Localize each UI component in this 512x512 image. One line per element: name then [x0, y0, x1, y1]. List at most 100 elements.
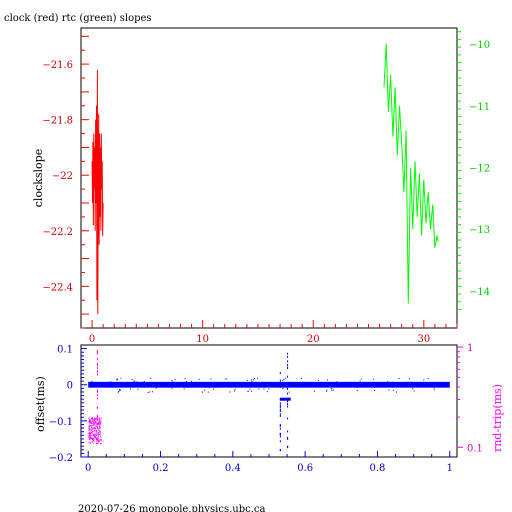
offset-spike-point	[287, 366, 289, 369]
rnd-trip-point	[92, 434, 94, 436]
rnd-trip-point	[89, 418, 91, 420]
offset-point	[229, 391, 231, 393]
rnd-trip-point	[93, 438, 95, 440]
top-x-axis: 0 10 20 30	[89, 320, 458, 345]
rnd-trip-point	[99, 427, 101, 429]
offset-point	[198, 378, 200, 380]
rnd-trip-point	[96, 439, 98, 441]
offset-point	[251, 381, 253, 383]
rnd-trip-point	[91, 432, 93, 434]
rnd-trip-point	[89, 438, 91, 440]
offset-point	[248, 384, 250, 386]
rnd-trip-point	[97, 437, 99, 439]
rnd-trip-spike-point	[96, 390, 98, 393]
rnd-trip-point	[97, 423, 99, 425]
offset-point	[184, 378, 186, 380]
offset-point	[246, 379, 248, 381]
rnd-trip-point	[93, 437, 95, 439]
rnd-trip-point	[95, 433, 97, 435]
rnd-trip-point	[96, 424, 98, 426]
rnd-trip-point	[95, 437, 97, 439]
offset-point	[433, 389, 435, 391]
offset-point	[324, 386, 326, 388]
offset-point	[188, 383, 190, 385]
rnd-trip-point	[89, 420, 91, 422]
offset-point	[171, 382, 173, 384]
rnd-trip-point	[96, 425, 98, 427]
offset-point	[247, 390, 249, 392]
offset-point	[154, 382, 156, 384]
rnd-trip-point	[89, 442, 91, 444]
offset-point	[334, 382, 336, 384]
rnd-trip-point	[96, 419, 98, 421]
rnd-trip-point	[90, 433, 92, 435]
rnd-trip-point	[96, 433, 98, 435]
rnd-trip-point	[96, 443, 98, 445]
rnd-trip-point	[88, 425, 90, 427]
offset-point	[326, 389, 328, 391]
rnd-trip-point	[91, 418, 93, 420]
rnd-trip-spike-point	[96, 350, 98, 353]
offset-point	[212, 385, 214, 387]
offset-point	[105, 386, 107, 388]
rnd-trip-point	[88, 417, 90, 419]
offset-spike-point	[287, 364, 289, 367]
offset-point	[234, 390, 236, 392]
rnd-trip-point	[100, 439, 102, 441]
offset-point	[388, 389, 390, 391]
bottom-y-tick-label: 0.1	[57, 345, 73, 356]
offset-spike-point	[279, 408, 281, 411]
rnd-trip-point	[99, 430, 101, 432]
rnd-trip-point	[94, 417, 96, 419]
rnd-trip-point	[98, 434, 100, 436]
rnd-trip-point	[99, 425, 101, 427]
rnd-trip-point	[95, 443, 97, 445]
rnd-trip-point	[94, 420, 96, 422]
rnd-trip-point	[98, 438, 100, 440]
rnd-trip-point	[98, 425, 100, 427]
offset-point	[212, 388, 214, 390]
bottom-x-tick-label: 0.8	[370, 463, 386, 474]
rnd-trip-point	[99, 430, 101, 432]
offset-point	[143, 380, 145, 382]
rnd-trip-point	[89, 437, 91, 439]
offset-point	[347, 382, 349, 384]
rnd-trip-point	[91, 425, 93, 427]
offset-band	[88, 381, 450, 388]
top-y2-tick-label: −11	[469, 102, 490, 113]
top-y-tick-label: −21.6	[42, 60, 73, 71]
rnd-trip-point	[96, 429, 98, 431]
offset-spike-point	[287, 383, 289, 386]
rnd-trip-point	[92, 430, 94, 432]
offset-point	[119, 388, 121, 390]
offset-spike-point	[279, 440, 281, 443]
offset-point	[300, 378, 302, 380]
offset-point	[278, 384, 280, 386]
rnd-trip-spike-point	[96, 389, 98, 392]
offset-point	[395, 391, 397, 393]
bottom-series-layer	[88, 349, 450, 452]
rnd-trip-point	[96, 438, 98, 440]
offset-point	[420, 383, 422, 385]
rnd-trip-point	[100, 422, 102, 424]
rnd-trip-point	[91, 428, 93, 430]
offset-spike-point	[287, 403, 289, 406]
rnd-trip-point	[95, 424, 97, 426]
offset-point	[226, 378, 228, 380]
offset-point	[372, 378, 374, 380]
rnd-trip-point	[100, 419, 102, 421]
rnd-trip-point	[99, 422, 101, 424]
offset-point	[247, 386, 249, 388]
rnd-trip-point	[88, 428, 90, 430]
rnd-trip-point	[94, 419, 96, 421]
top-x-tick-label: 20	[307, 334, 320, 345]
offset-point	[135, 381, 137, 383]
rnd-trip-point	[91, 435, 93, 437]
rnd-trip-point	[93, 440, 95, 442]
offset-spike-point	[287, 375, 289, 378]
offset-point	[98, 383, 100, 385]
offset-point	[91, 381, 93, 383]
rnd-trip-point	[91, 419, 93, 421]
offset-point	[171, 387, 173, 389]
rnd-trip-point	[90, 422, 92, 424]
